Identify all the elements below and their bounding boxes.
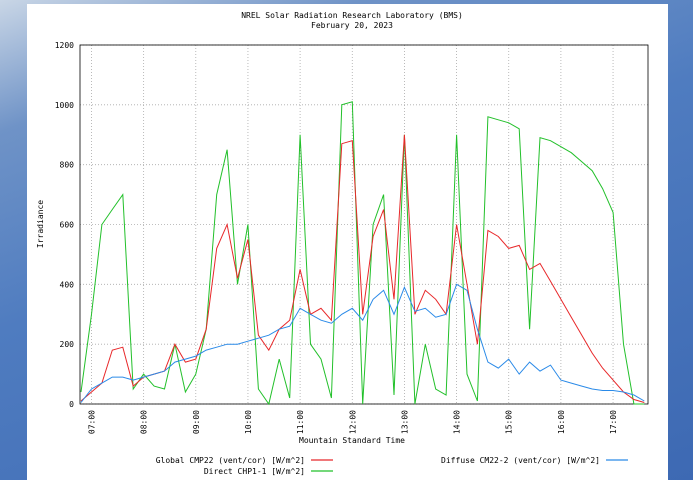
chart-panel bbox=[27, 4, 668, 480]
legend-label: Diffuse CM22-2 (vent/cor) [W/m^2] bbox=[441, 456, 600, 465]
y-tick-label: 1000 bbox=[55, 101, 74, 110]
y-tick-label: 800 bbox=[60, 161, 75, 170]
y-tick-label: 400 bbox=[60, 280, 75, 289]
y-tick-label: 600 bbox=[60, 221, 75, 230]
x-axis-label: Mountain Standard Time bbox=[299, 436, 405, 445]
x-tick-label: 15:00 bbox=[505, 410, 514, 434]
data-line bbox=[80, 283, 645, 403]
legend-label: Global CMP22 (vent/cor) [W/m^2] bbox=[156, 456, 305, 465]
x-tick-label: 10:00 bbox=[244, 410, 253, 434]
x-tick-label: 16:00 bbox=[557, 410, 566, 434]
chart-title: NREL Solar Radiation Research Laboratory… bbox=[241, 11, 463, 20]
x-tick-label: 09:00 bbox=[192, 410, 201, 434]
legend-label: Direct CHP1-1 [W/m^2] bbox=[204, 467, 305, 476]
x-tick-label: 08:00 bbox=[140, 410, 149, 434]
y-axis-label: Irradiance bbox=[36, 200, 45, 248]
data-line bbox=[80, 101, 645, 406]
y-tick-label: 200 bbox=[60, 340, 75, 349]
y-tick-label: 0 bbox=[69, 400, 74, 409]
data-line bbox=[80, 134, 645, 403]
plot-frame bbox=[79, 44, 649, 405]
x-tick-label: 12:00 bbox=[348, 410, 357, 434]
x-tick-label: 13:00 bbox=[400, 410, 409, 434]
x-tick-label: 17:00 bbox=[609, 410, 618, 434]
y-tick-label: 1200 bbox=[55, 41, 74, 50]
x-tick-label: 14:00 bbox=[453, 410, 462, 434]
x-tick-label: 07:00 bbox=[87, 410, 96, 434]
x-tick-label: 11:00 bbox=[296, 410, 305, 434]
chart-subtitle: February 20, 2023 bbox=[311, 21, 393, 30]
